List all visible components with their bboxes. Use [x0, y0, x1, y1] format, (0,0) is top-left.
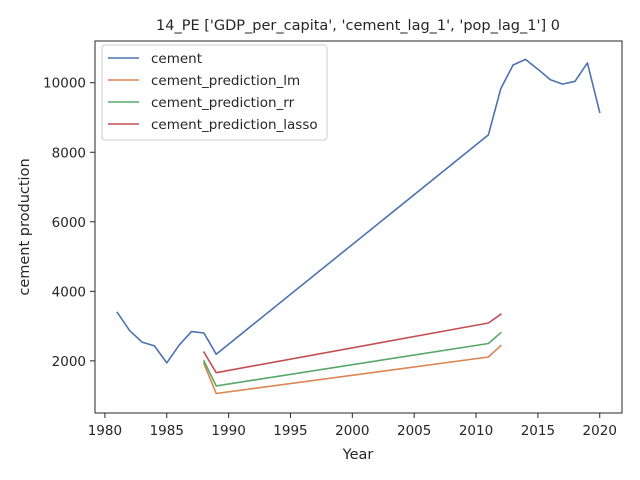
- y-tick-label: 10000: [43, 76, 86, 92]
- series-line-1: [202, 344, 502, 395]
- legend: cement cement_prediction_lm cement_predict…: [101, 44, 328, 141]
- x-tick-label: 2000: [335, 423, 369, 439]
- y-tick-label: 6000: [52, 215, 86, 231]
- x-axis: 1980 1985 1990 1995 2000 2005 2010 2015 2020: [88, 413, 617, 439]
- x-tick-label: 1980: [88, 423, 122, 439]
- series-line-3: [202, 313, 502, 374]
- y-tick-label: 8000: [52, 145, 86, 161]
- legend-box: [101, 44, 328, 141]
- x-tick-label: 2010: [459, 423, 493, 439]
- plot-area: [94, 40, 623, 414]
- x-tick-label: 2020: [583, 423, 617, 439]
- legend-label-3: cement_prediction_lasso: [151, 117, 318, 133]
- x-tick-label: 2015: [521, 423, 555, 439]
- y-axis: 2000 4000 6000 8000 10000: [43, 76, 95, 370]
- series-line-0: [116, 58, 601, 364]
- series-line-2: [202, 331, 502, 387]
- x-tick-label: 1985: [150, 423, 184, 439]
- y-tick-label: 4000: [52, 284, 86, 300]
- x-tick-label: 2005: [397, 423, 431, 439]
- x-tick-label: 1990: [211, 423, 245, 439]
- x-tick-label: 1995: [273, 423, 307, 439]
- y-tick-label: 2000: [52, 354, 86, 370]
- x-axis-title: Year: [342, 447, 374, 463]
- legend-label-2: cement_prediction_rr: [151, 95, 295, 111]
- chart-title: 14_PE ['GDP_per_capita', 'cement_lag_1',…: [156, 18, 560, 34]
- plot-frame: [94, 40, 623, 414]
- legend-label-1: cement_prediction_lm: [151, 73, 300, 89]
- legend-label-0: cement: [151, 51, 202, 67]
- y-axis-title: cement production: [17, 158, 33, 295]
